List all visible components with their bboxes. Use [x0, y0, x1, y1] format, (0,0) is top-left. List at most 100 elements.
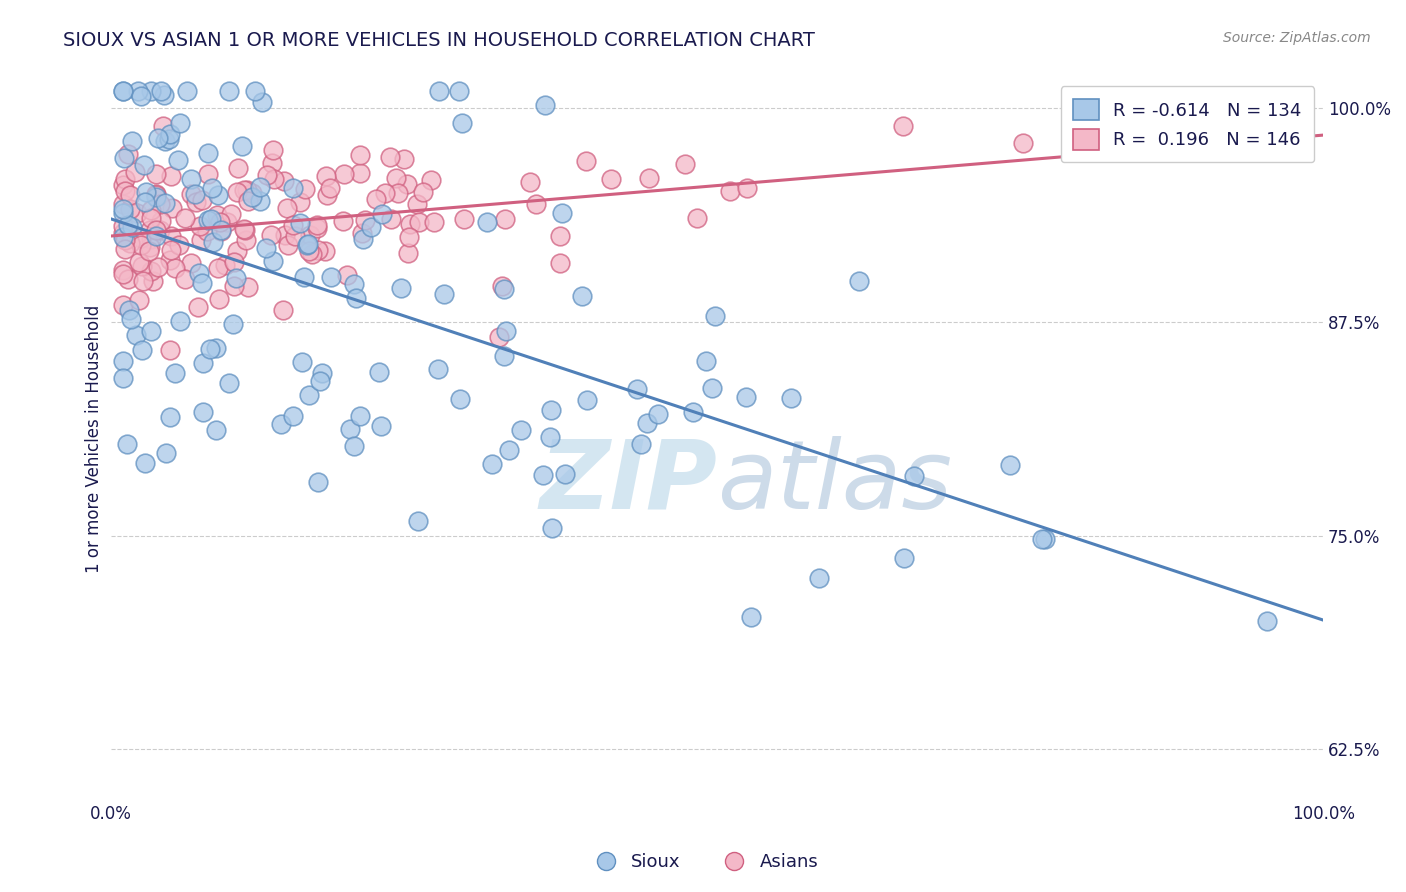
Legend: R = -0.614   N = 134, R =  0.196   N = 146: R = -0.614 N = 134, R = 0.196 N = 146: [1060, 87, 1315, 162]
Point: [226, 161, 249, 176]
Point: [209, 223, 232, 237]
Point: [214, 258, 236, 272]
Point: [209, 215, 232, 229]
Point: [236, 280, 259, 294]
Point: [307, 244, 329, 258]
Point: [370, 207, 392, 221]
Point: [475, 215, 498, 229]
Point: [344, 291, 367, 305]
Point: [352, 231, 374, 245]
Point: [159, 409, 181, 424]
Point: [118, 202, 141, 216]
Point: [685, 211, 707, 226]
Point: [576, 392, 599, 407]
Point: [380, 212, 402, 227]
Point: [451, 116, 474, 130]
Point: [117, 218, 139, 232]
Point: [205, 424, 228, 438]
Point: [145, 186, 167, 201]
Point: [316, 188, 339, 202]
Point: [112, 354, 135, 368]
Point: [495, 324, 517, 338]
Point: [352, 226, 374, 240]
Point: [600, 172, 623, 186]
Point: [299, 227, 322, 242]
Point: [249, 194, 271, 209]
Point: [118, 302, 141, 317]
Point: [540, 521, 562, 535]
Point: [207, 208, 229, 222]
Point: [492, 350, 515, 364]
Point: [682, 405, 704, 419]
Point: [112, 230, 135, 244]
Point: [127, 84, 149, 98]
Point: [273, 174, 295, 188]
Point: [242, 186, 264, 200]
Point: [292, 269, 315, 284]
Point: [112, 206, 135, 220]
Point: [201, 181, 224, 195]
Point: [384, 171, 406, 186]
Point: [117, 146, 139, 161]
Point: [139, 239, 162, 253]
Point: [1012, 136, 1035, 150]
Point: [637, 171, 659, 186]
Point: [114, 243, 136, 257]
Point: [274, 227, 297, 242]
Point: [187, 266, 209, 280]
Point: [112, 219, 135, 233]
Text: atlas: atlas: [717, 436, 952, 529]
Text: ZIP: ZIP: [538, 436, 717, 529]
Point: [283, 181, 305, 195]
Point: [138, 223, 160, 237]
Point: [146, 130, 169, 145]
Point: [718, 184, 741, 198]
Point: [176, 84, 198, 98]
Point: [139, 84, 162, 98]
Point: [903, 468, 925, 483]
Point: [138, 244, 160, 259]
Point: [153, 135, 176, 149]
Point: [191, 356, 214, 370]
Point: [129, 231, 152, 245]
Point: [301, 247, 323, 261]
Point: [308, 374, 330, 388]
Point: [127, 206, 149, 220]
Point: [290, 195, 312, 210]
Point: [364, 192, 387, 206]
Point: [226, 244, 249, 258]
Y-axis label: 1 or more Vehicles in Household: 1 or more Vehicles in Household: [86, 305, 103, 574]
Point: [281, 409, 304, 424]
Legend: Sioux, Asians: Sioux, Asians: [581, 847, 825, 879]
Point: [112, 84, 135, 98]
Point: [423, 215, 446, 229]
Point: [180, 171, 202, 186]
Point: [231, 139, 253, 153]
Point: [249, 180, 271, 194]
Point: [163, 260, 186, 275]
Point: [159, 253, 181, 268]
Point: [893, 119, 915, 133]
Point: [141, 203, 163, 218]
Point: [141, 324, 163, 338]
Point: [626, 383, 648, 397]
Point: [510, 423, 533, 437]
Point: [114, 184, 136, 198]
Point: [571, 289, 593, 303]
Point: [112, 202, 135, 216]
Point: [153, 87, 176, 102]
Point: [695, 353, 717, 368]
Point: [131, 343, 153, 357]
Point: [262, 143, 284, 157]
Point: [389, 280, 412, 294]
Point: [112, 151, 135, 165]
Point: [307, 221, 329, 235]
Point: [112, 263, 135, 277]
Point: [236, 182, 259, 196]
Point: [169, 314, 191, 328]
Point: [184, 186, 207, 201]
Point: [673, 157, 696, 171]
Point: [135, 186, 157, 200]
Point: [186, 300, 208, 314]
Point: [207, 188, 229, 202]
